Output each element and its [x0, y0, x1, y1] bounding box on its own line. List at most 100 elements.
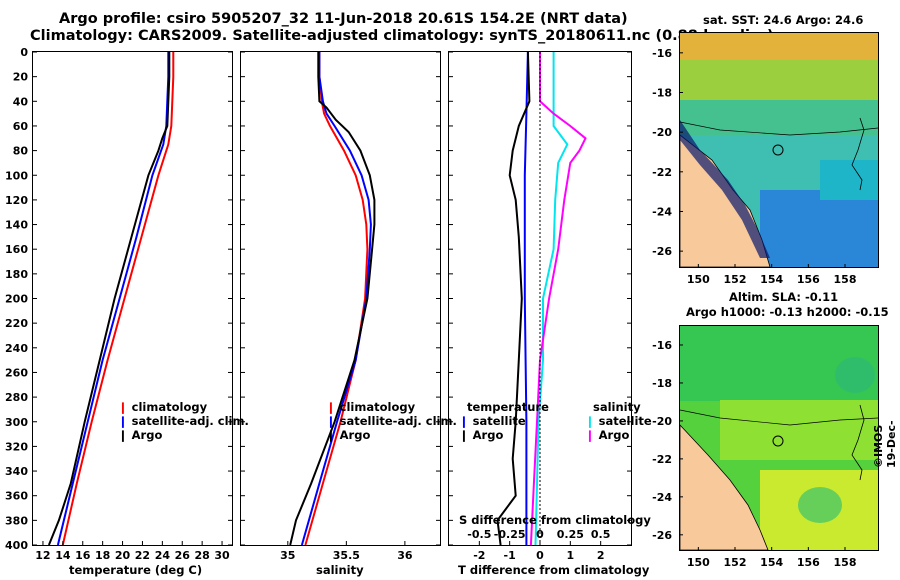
salinity-x-tick: 35.5: [333, 549, 360, 562]
argo-position-marker: [772, 144, 784, 156]
y-tick-label: 180: [5, 268, 28, 281]
series-line-s-satellite: [534, 52, 569, 546]
map-x-tick-label: 158: [834, 273, 857, 286]
salinity-x-tick: 36: [397, 549, 413, 562]
temperature-x-tick: 12: [35, 549, 50, 562]
map-y-tick-label: -24: [652, 205, 672, 218]
imos-timestamp: ©IMOS 19-Dec-2018 23:21:56: [872, 420, 900, 468]
y-tick-label: 200: [5, 293, 28, 306]
argo-position-marker-sla: [772, 435, 784, 447]
sla-map-title-line1: Altim. SLA: -0.11: [729, 290, 839, 304]
y-tick-label: 300: [5, 416, 28, 429]
temperature-x-tick: 28: [194, 549, 209, 562]
map-x-tick-label: 154: [760, 273, 783, 286]
map-x-tick-label: 158: [834, 556, 857, 569]
salinity-x-tick: 35: [280, 549, 295, 562]
legend-argo-s: ❙ Argo: [326, 428, 371, 442]
difference-xlabel-top: S difference from climatology: [459, 513, 651, 527]
y-tick-label: 80: [13, 145, 29, 158]
y-tick-label: 340: [5, 465, 28, 478]
map-y-tick-label: -18: [652, 377, 672, 390]
legend-argo: ❙ Argo: [118, 428, 163, 442]
y-tick-label: 60: [13, 120, 29, 133]
temperature-x-tick: 18: [95, 549, 110, 562]
y-tick-label: 220: [5, 317, 28, 330]
series-line-t-argo: [496, 51, 531, 546]
temperature-x-tick: 24: [155, 549, 171, 562]
difference-s-tick: -0.25: [494, 528, 526, 541]
temperature-xlabel: temperature (deg C): [69, 563, 203, 577]
map-y-tick-label: -26: [652, 245, 672, 258]
difference-s-tick: 0.25: [557, 528, 584, 541]
map-y-tick-label: -20: [652, 415, 672, 428]
map-y-tick-label: -18: [652, 86, 672, 99]
legend-s-satellite: ❙ satellite: [585, 414, 652, 428]
legend-climatology: ❙ climatology: [118, 400, 208, 414]
legend-salinity-title: salinity: [593, 400, 641, 414]
difference-s-tick: 0.5: [591, 528, 611, 541]
legend-t-satellite: ❙ satellite: [459, 414, 526, 428]
difference-x-tick: 0: [536, 549, 544, 562]
sla-map-title-line2: Argo h1000: -0.13 h2000: -0.15: [686, 305, 889, 319]
map-x-tick-label: 156: [797, 556, 820, 569]
chart-title-line1: Argo profile: csiro 5905207_32 11-Jun-20…: [59, 11, 628, 27]
temperature-x-tick: 22: [135, 549, 150, 562]
y-tick-label: 320: [5, 440, 28, 453]
y-tick-label: 380: [5, 514, 28, 527]
y-tick-label: 240: [5, 342, 28, 355]
sla-map: [679, 325, 879, 551]
temperature-x-tick: 30: [214, 549, 230, 562]
y-tick-label: 400: [5, 539, 28, 552]
map-y-tick-label: -24: [652, 491, 672, 504]
difference-x-tick: 2: [597, 549, 605, 562]
y-tick-label: 40: [13, 95, 29, 108]
y-tick-label: 260: [5, 366, 28, 379]
difference-x-tick: -1: [504, 549, 516, 562]
series-line-argo: [47, 52, 171, 546]
difference-xlabel: T difference from climatology: [458, 563, 650, 577]
legend-satellite-adj: ❙ satellite-adj. clim.: [118, 414, 249, 428]
temperature-panel: [32, 51, 233, 546]
map-y-tick-label: -22: [652, 166, 672, 179]
temperature-x-tick: 26: [175, 549, 191, 562]
salinity-xlabel: salinity: [316, 563, 364, 577]
series-line-climatology: [61, 52, 175, 546]
y-tick-label: 120: [5, 194, 28, 207]
map-y-tick-label: -26: [652, 529, 672, 542]
temperature-x-tick: 16: [75, 549, 91, 562]
temperature-x-tick: 20: [115, 549, 131, 562]
map-x-tick-label: 156: [797, 273, 820, 286]
legend-satellite-adj-s: ❙ satellite-adj. clim.: [326, 414, 457, 428]
y-tick-label: 280: [5, 391, 28, 404]
legend-climatology-s: ❙ climatology: [326, 400, 416, 414]
map-x-tick-label: 152: [724, 556, 747, 569]
series-line-s-argo: [529, 52, 587, 546]
legend-temperature-title: temperature: [467, 400, 549, 414]
salinity-panel: [240, 51, 441, 546]
series-line-satellite-adj-clim-: [300, 52, 372, 546]
difference-x-tick: -2: [473, 549, 485, 562]
map-x-tick-label: 154: [760, 556, 783, 569]
map-y-tick-label: -16: [652, 47, 672, 60]
difference-panel: [448, 51, 632, 546]
chart-title-line2: Climatology: CARS2009. Satellite-adjuste…: [30, 28, 774, 44]
legend-t-argo: ❙ Argo: [459, 428, 504, 442]
map-x-tick-label: 150: [687, 273, 710, 286]
series-line-climatology: [304, 52, 369, 546]
map-y-tick-label: -16: [652, 339, 672, 352]
y-tick-label: 360: [5, 490, 28, 503]
map-y-tick-label: -22: [652, 453, 672, 466]
series-line-t-satellite: [523, 51, 529, 545]
legend-s-argo: ❙ Argo: [585, 428, 630, 442]
temperature-x-tick: 14: [55, 549, 71, 562]
y-tick-label: 0: [20, 46, 28, 59]
y-tick-label: 20: [13, 71, 29, 84]
map-x-tick-label: 150: [687, 556, 710, 569]
map-x-tick-label: 152: [724, 273, 747, 286]
difference-x-tick: 1: [567, 549, 575, 562]
map-y-tick-label: -20: [652, 126, 672, 139]
y-tick-label: 140: [5, 219, 28, 232]
difference-s-tick: 0: [536, 528, 544, 541]
series-line-argo: [289, 52, 376, 546]
